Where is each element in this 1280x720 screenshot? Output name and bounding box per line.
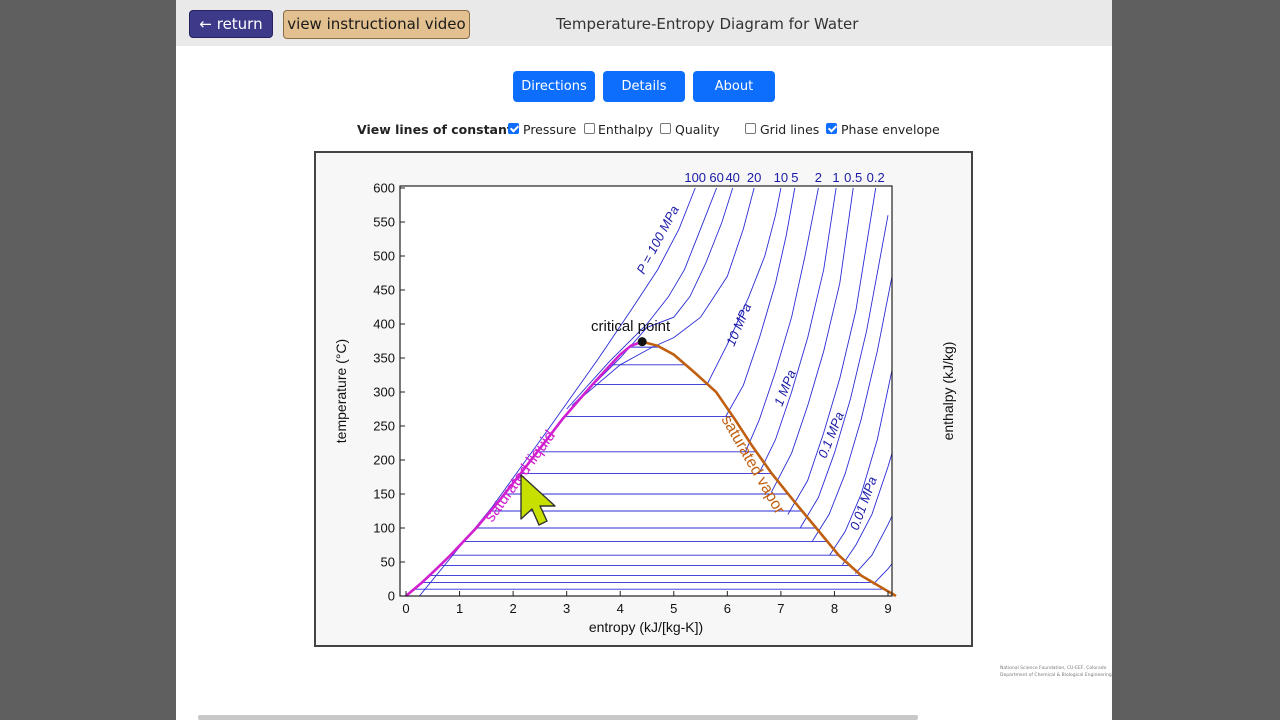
x-tick-label: 7 <box>777 601 784 616</box>
return-button[interactable]: ← return <box>189 10 273 38</box>
top-bar: ← return view instructional video Temper… <box>176 0 1112 46</box>
isobar-line <box>872 562 892 585</box>
x-axis-label: entropy (kJ/[kg-K]) <box>589 619 703 635</box>
tab-details[interactable]: Details <box>603 71 685 102</box>
y-tick-label: 350 <box>373 351 395 366</box>
footer-credit-line-2: Department of Chemical & Biological Engi… <box>1000 673 1112 678</box>
quality-checkbox[interactable] <box>660 123 671 134</box>
top-pressure-label: 5 <box>791 170 798 185</box>
top-pressure-label: 1 <box>832 170 839 185</box>
top-pressure-label: 0.5 <box>844 170 862 185</box>
pressure-label: Pressure <box>523 122 577 137</box>
y-tick-label: 200 <box>373 453 395 468</box>
y-axis-label: temperature (°C) <box>333 339 349 443</box>
enthalpy-label: Enthalpy <box>598 122 654 137</box>
isobar-line <box>829 367 892 556</box>
x-tick-label: 1 <box>456 601 463 616</box>
isobar-lines <box>419 187 892 596</box>
footer-credit-line-1: National Science Foundation, CU-EEF, Col… <box>1000 666 1107 671</box>
tab-directions[interactable]: Directions <box>513 71 595 102</box>
x-axis-ticks: 0 1 2 3 4 5 6 7 8 9 <box>402 591 892 616</box>
grid-lines-label: Grid lines <box>760 122 820 137</box>
isobar-line <box>854 515 892 574</box>
plot-border <box>399 185 893 597</box>
top-pressure-label: 2 <box>815 170 822 185</box>
mouse-cursor-icon <box>520 474 556 526</box>
x-tick-label: 6 <box>724 601 731 616</box>
right-axis-label: enthalpy (kJ/kg) <box>940 342 956 441</box>
horizontal-scrollbar[interactable] <box>198 715 918 720</box>
y-tick-label: 100 <box>373 521 395 536</box>
x-tick-label: 5 <box>670 601 677 616</box>
constant-lines-controls: View lines of constant: Pressure Enthalp… <box>176 121 1112 139</box>
top-pressure-label: 60 <box>709 170 723 185</box>
isobar-line <box>770 187 854 493</box>
instructional-video-button[interactable]: view instructional video <box>283 10 470 39</box>
y-tick-label: 600 <box>373 181 395 196</box>
x-tick-label: 0 <box>402 601 409 616</box>
top-pressure-label: 20 <box>747 170 761 185</box>
y-tick-label: 250 <box>373 419 395 434</box>
top-pressure-labels: 100 60 40 20 10 5 2 1 0.5 0.2 <box>684 170 884 185</box>
x-tick-label: 9 <box>884 601 891 616</box>
y-tick-label: 150 <box>373 487 395 502</box>
isobar-line <box>579 187 755 400</box>
isobar-line <box>842 451 892 565</box>
isobar-line <box>725 187 796 417</box>
footer-credits: National Science Foundation, CU-EEF, Col… <box>1000 665 1230 685</box>
critical-point-marker <box>637 337 647 347</box>
page: ← return view instructional video Temper… <box>176 0 1112 720</box>
x-tick-label: 8 <box>831 601 838 616</box>
isobar-line <box>787 187 877 515</box>
enthalpy-checkbox[interactable] <box>584 123 595 134</box>
grid-lines-checkbox[interactable] <box>745 123 756 134</box>
y-tick-label: 500 <box>373 249 395 264</box>
y-tick-label: 300 <box>373 385 395 400</box>
isobar-line <box>706 187 782 385</box>
isobar-line <box>758 187 837 474</box>
top-pressure-label: 40 <box>725 170 739 185</box>
x-tick-label: 3 <box>563 601 570 616</box>
top-pressure-label: 10 <box>774 170 788 185</box>
y-tick-label: 50 <box>381 555 395 570</box>
quality-label: Quality <box>675 122 720 137</box>
isobar-line <box>419 187 696 596</box>
controls-lead-label: View lines of constant: <box>357 122 518 137</box>
y-tick-label: 400 <box>373 317 395 332</box>
y-tick-label: 0 <box>388 589 395 604</box>
critical-point-label: critical point <box>591 318 671 335</box>
phase-envelope-checkbox[interactable] <box>826 123 837 134</box>
pressure-checkbox[interactable] <box>508 123 519 134</box>
y-axis-ticks: 0 50 100 150 200 250 300 350 400 450 500 550 600 <box>373 181 405 604</box>
x-tick-label: 4 <box>617 601 624 616</box>
top-pressure-label: 0.2 <box>867 170 885 185</box>
isobar-line <box>571 187 734 406</box>
isobar-line <box>745 187 819 452</box>
x-tick-label: 2 <box>509 601 516 616</box>
isobar-line <box>812 274 892 542</box>
phase-envelope-label: Phase envelope <box>841 122 940 137</box>
isobar-line <box>799 215 889 529</box>
top-pressure-label: 100 <box>684 170 706 185</box>
saturated-liquid-curve <box>405 340 643 597</box>
isobar-line <box>566 187 718 410</box>
y-tick-label: 450 <box>373 283 395 298</box>
saturated-vapor-curve <box>641 340 897 598</box>
tab-about[interactable]: About <box>693 71 775 102</box>
page-title: Temperature-Entropy Diagram for Water <box>556 15 859 33</box>
y-tick-label: 550 <box>373 215 395 230</box>
